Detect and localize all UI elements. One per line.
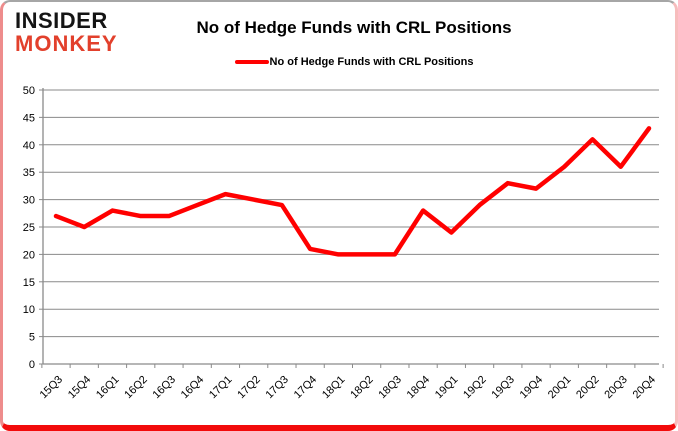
x-axis-label: 20Q4 (631, 374, 659, 402)
x-axis-label: 19Q4 (518, 374, 546, 402)
y-axis-label: 50 (23, 85, 35, 97)
x-axis-label: 15Q4 (66, 374, 94, 402)
y-axis-label: 5 (29, 332, 35, 344)
legend-line-swatch-icon (234, 60, 269, 64)
chart-canvas: 0 5 10 15 20 25 30 35 40 45 50 15Q3 15Q4 16Q1 16Q2 16Q3… (23, 85, 664, 402)
x-axis-label: 19Q2 (461, 374, 489, 402)
y-axis-label: 30 (23, 195, 35, 207)
x-axis-label: 16Q1 (94, 374, 122, 402)
x-axis-label: 16Q2 (122, 374, 150, 402)
x-axis-label: 20Q3 (602, 374, 630, 402)
y-axis-label: 40 (23, 140, 35, 152)
y-axis-label: 25 (23, 222, 35, 234)
y-axis-label: 20 (23, 249, 35, 261)
x-axis-label: 17Q3 (264, 374, 292, 402)
x-axis-label: 18Q1 (320, 374, 348, 402)
x-axis-label: 17Q1 (207, 374, 235, 402)
chart-title: No of Hedge Funds with CRL Positions (196, 18, 512, 37)
logo-text-monkey: MONKEY (15, 31, 118, 56)
legend: No of Hedge Funds with CRL Positions (43, 56, 665, 68)
logo-text-insider: INSIDER (15, 8, 108, 33)
x-axis-label: 16Q3 (151, 374, 179, 402)
y-axis-label: 15 (23, 277, 35, 289)
x-axis-label: 18Q4 (405, 374, 433, 402)
insider-monkey-logo: INSIDER MONKEY (15, 9, 118, 55)
x-axis-label: 15Q3 (38, 374, 66, 402)
x-axis-label: 18Q2 (348, 374, 376, 402)
y-axis-label: 45 (23, 112, 35, 124)
x-axis-label: 20Q2 (574, 374, 602, 402)
x-axis-label: 17Q4 (292, 374, 320, 402)
legend-label: No of Hedge Funds with CRL Positions (269, 56, 474, 68)
x-axis-label: 19Q1 (433, 374, 461, 402)
y-axis-label: 10 (23, 304, 35, 316)
data-line (53, 126, 652, 257)
x-axis-label: 17Q2 (235, 374, 263, 402)
x-axis-label: 19Q3 (489, 374, 517, 402)
y-axis-label: 35 (23, 167, 35, 179)
x-axis-label: 16Q4 (179, 374, 207, 402)
x-axis-label: 20Q1 (546, 374, 574, 402)
y-axis-label: 0 (29, 359, 35, 371)
x-axis-label: 18Q3 (376, 374, 404, 402)
